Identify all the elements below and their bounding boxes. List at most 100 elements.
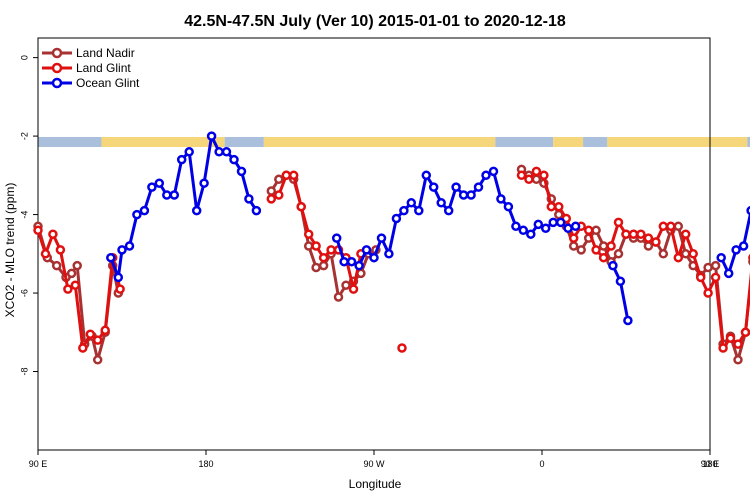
data-point <box>333 292 344 302</box>
data-point <box>184 147 194 157</box>
y-tick-label: -8 <box>19 368 29 376</box>
data-point <box>236 166 247 177</box>
data-point <box>606 241 616 251</box>
data-point <box>63 284 73 294</box>
data-point <box>716 252 726 263</box>
data-point <box>206 131 217 141</box>
data-point <box>311 241 321 251</box>
data-point <box>695 272 706 283</box>
data-point <box>147 182 157 192</box>
data-point <box>66 268 77 279</box>
data-point <box>680 249 691 259</box>
series-line <box>611 264 630 321</box>
data-point <box>540 223 551 234</box>
data-point <box>488 166 499 177</box>
data-point <box>443 205 454 216</box>
data-point <box>554 201 564 212</box>
data-point <box>169 190 180 200</box>
data-point <box>78 343 88 353</box>
data-point <box>733 339 743 349</box>
band-segment <box>607 137 748 147</box>
legend-label: Ocean Glint <box>76 76 140 90</box>
band-segment <box>38 137 102 147</box>
data-point <box>436 198 446 208</box>
data-point <box>318 260 329 271</box>
y-tick-label: -4 <box>19 211 29 219</box>
data-point <box>608 260 618 271</box>
data-point <box>598 252 609 263</box>
legend-swatch-marker <box>51 77 63 89</box>
data-point <box>673 221 684 232</box>
data-point <box>533 219 544 230</box>
data-point <box>414 205 424 216</box>
data-point <box>458 190 469 200</box>
data-point <box>55 245 66 255</box>
data-point <box>303 229 314 239</box>
data-point <box>113 272 124 283</box>
data-point <box>33 225 43 236</box>
data-point <box>399 205 409 216</box>
data-point <box>303 241 314 251</box>
legend-label: Land Glint <box>76 61 131 75</box>
legend-swatch-marker <box>51 62 63 74</box>
x-axis-label: Longitude <box>349 477 402 491</box>
data-point <box>115 284 125 294</box>
data-point <box>251 205 262 216</box>
y-tick-label: -6 <box>19 289 29 297</box>
x-tick-label: 180 <box>702 459 717 469</box>
data-point <box>354 260 364 271</box>
x-tick-label: 90 W <box>363 459 385 469</box>
data-point <box>733 355 743 365</box>
data-point <box>591 225 601 236</box>
band-segment <box>495 137 554 147</box>
data-point <box>266 186 277 196</box>
x-tick-label: 180 <box>198 459 213 469</box>
data-point <box>531 166 542 177</box>
data-point <box>70 280 81 290</box>
data-point <box>266 194 277 204</box>
y-axis-label: XCO2 - MLO trend (ppm) <box>3 183 17 318</box>
data-point <box>85 329 96 339</box>
data-point <box>369 252 379 263</box>
data-point <box>511 221 521 232</box>
data-point <box>473 182 484 192</box>
data-point <box>428 182 439 192</box>
data-point <box>703 262 713 273</box>
series-line <box>270 173 377 299</box>
data-point <box>703 288 713 298</box>
band-segment <box>224 137 264 147</box>
data-point <box>466 190 476 200</box>
band-segment <box>747 137 750 147</box>
series-line <box>719 209 750 275</box>
x-tick-label: 90 E <box>701 459 720 469</box>
data-point <box>710 272 721 283</box>
data-point <box>539 170 549 181</box>
data-point <box>229 154 239 165</box>
data-point <box>526 229 536 239</box>
data-point <box>568 241 579 251</box>
data-point <box>281 170 292 181</box>
data-point <box>516 170 527 181</box>
data-point <box>214 147 224 157</box>
data-point <box>274 190 284 200</box>
data-point <box>154 178 165 188</box>
data-point <box>481 170 491 181</box>
data-point <box>621 229 631 239</box>
data-point <box>162 190 172 200</box>
data-point <box>503 201 514 212</box>
data-point <box>384 249 394 259</box>
series-land-glint <box>33 166 750 353</box>
data-point <box>40 249 51 259</box>
data-point <box>598 241 609 251</box>
data-point <box>361 245 372 255</box>
data-point <box>738 241 749 251</box>
data-point <box>673 252 684 263</box>
data-point <box>723 268 734 279</box>
data-point <box>643 241 654 251</box>
data-point <box>176 154 187 165</box>
series-ocean-glint <box>106 131 750 326</box>
data-point <box>376 233 387 243</box>
data-point <box>725 333 736 343</box>
legend-swatch-marker <box>51 47 63 59</box>
